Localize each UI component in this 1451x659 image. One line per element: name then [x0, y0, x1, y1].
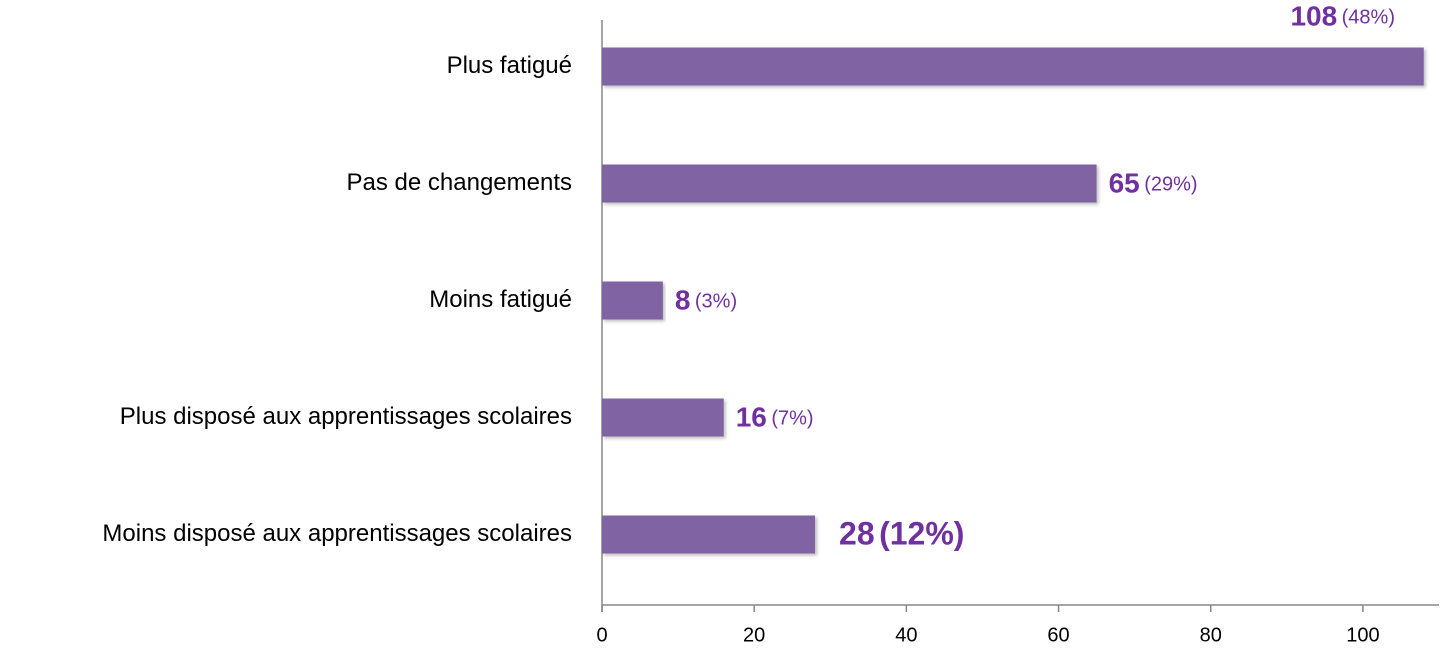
x-tick-label: 0	[596, 624, 607, 646]
data-label: 8 (3%)	[675, 285, 737, 316]
category-label: Plus disposé aux apprentissages scolaire…	[120, 403, 572, 430]
x-tick-label: 80	[1200, 624, 1222, 646]
data-label: 108 (48%)	[1290, 1, 1395, 32]
percent-label: (29%)	[1144, 174, 1197, 196]
value-label: 65	[1109, 168, 1140, 199]
value-label: 8	[675, 285, 691, 316]
percent-label: (7%)	[771, 408, 813, 430]
category-label: Pas de changements	[347, 169, 572, 196]
bar	[602, 281, 663, 320]
data-label: 65 (29%)	[1109, 168, 1198, 199]
x-tick-label: 100	[1346, 624, 1379, 646]
x-tick-label: 40	[895, 624, 917, 646]
value-label: 16	[736, 402, 767, 433]
x-tick-label: 20	[743, 624, 765, 646]
bar	[602, 164, 1097, 203]
bar	[602, 515, 816, 554]
data-label: 28 (12%)	[839, 516, 964, 552]
value-label: 28	[839, 516, 875, 552]
value-label: 108	[1290, 1, 1337, 32]
category-label: Moins disposé aux apprentissages scolair…	[102, 520, 572, 547]
category-label: Moins fatigué	[429, 286, 572, 313]
bar	[602, 398, 724, 437]
category-label: Plus fatigué	[447, 52, 572, 79]
bar	[602, 47, 1424, 86]
data-label: 16 (7%)	[736, 402, 814, 433]
percent-label: (48%)	[1342, 7, 1395, 29]
percent-label: (12%)	[879, 516, 964, 552]
x-tick-label: 60	[1047, 624, 1069, 646]
percent-label: (3%)	[695, 291, 737, 313]
